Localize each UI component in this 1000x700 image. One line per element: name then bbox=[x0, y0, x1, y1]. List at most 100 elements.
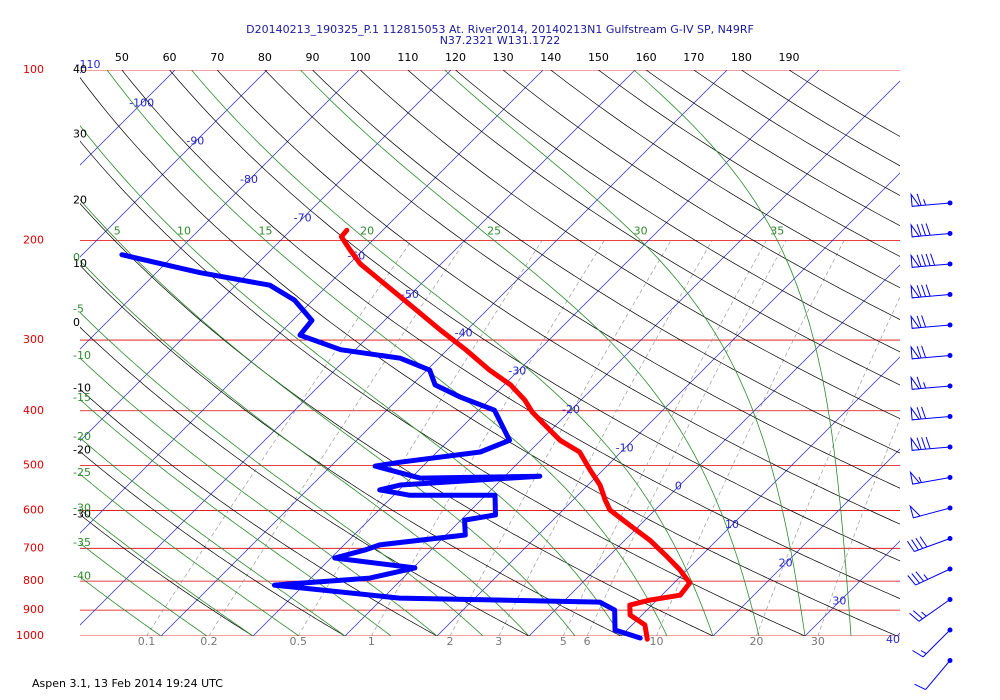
isotherm-label: 30 bbox=[832, 595, 846, 608]
moist-adiabat-label: 10 bbox=[177, 224, 191, 237]
dry-adiabat-label: 50 bbox=[115, 51, 129, 64]
dry-adiabat-label: 100 bbox=[350, 51, 371, 64]
isotherm bbox=[80, 70, 452, 442]
mixing-ratio-line bbox=[297, 240, 543, 636]
isotherm-label: -80 bbox=[240, 173, 258, 186]
grid bbox=[80, 70, 900, 636]
wind-pennant bbox=[910, 253, 921, 268]
dry-adiabat bbox=[169, 70, 900, 562]
mixing-ratio-label: 3 bbox=[495, 635, 502, 648]
isotherm bbox=[80, 70, 544, 534]
mixing-ratio-label: 1 bbox=[368, 635, 375, 648]
wind-barb bbox=[912, 629, 951, 658]
isotherm bbox=[80, 70, 268, 258]
dry-adiabat bbox=[80, 451, 346, 636]
wind-pennant bbox=[910, 223, 921, 238]
dry-adiabat-label: 40 bbox=[73, 63, 87, 76]
isotherm-label: -70 bbox=[294, 211, 312, 224]
moist-adiabat bbox=[80, 473, 300, 636]
isotherm bbox=[160, 70, 728, 636]
moist-adiabat bbox=[444, 70, 806, 636]
profile-line bbox=[119, 252, 643, 641]
dry-adiabat-label: 80 bbox=[258, 51, 272, 64]
moist-adiabat bbox=[106, 70, 668, 636]
mixing-ratio-label: 0.5 bbox=[289, 635, 307, 648]
wind-pennant bbox=[910, 314, 921, 329]
mixing-ratio-line bbox=[449, 240, 672, 636]
isotherm-label: 40 bbox=[886, 633, 900, 646]
moist-adiabat bbox=[80, 542, 208, 636]
mixing-ratio-line bbox=[146, 240, 412, 636]
wind-barb bbox=[912, 223, 951, 238]
dry-adiabat-label: 70 bbox=[210, 51, 224, 64]
wind-barb bbox=[912, 253, 951, 268]
dry-adiabat-label: -20 bbox=[73, 443, 91, 456]
isotherm-label: -10 bbox=[616, 441, 634, 454]
wind-pennant bbox=[910, 375, 921, 390]
isotherm-label: -40 bbox=[455, 326, 473, 339]
dry-adiabat-label: 90 bbox=[306, 51, 320, 64]
wind-pennant bbox=[910, 345, 921, 360]
moist-adiabat bbox=[80, 311, 484, 636]
mixing-ratio-label: 0.1 bbox=[138, 635, 156, 648]
moist-adiabat-label: 25 bbox=[487, 224, 501, 237]
dry-adiabat-label: 10 bbox=[73, 257, 87, 270]
isotherm-label: 10 bbox=[725, 518, 739, 531]
moist-adiabat-label: -20 bbox=[73, 430, 91, 443]
wind-pennant bbox=[910, 192, 921, 207]
pressure-label: 200 bbox=[23, 233, 44, 246]
moist-adiabat-label: 5 bbox=[114, 224, 121, 237]
isotherm bbox=[528, 264, 900, 636]
pressure-label: 600 bbox=[23, 503, 44, 516]
dry-adiabat-label: 190 bbox=[779, 51, 800, 64]
moist-adiabat bbox=[80, 125, 622, 636]
dry-adiabat-label: 120 bbox=[445, 51, 466, 64]
isotherm bbox=[80, 70, 360, 350]
isotherm-label: -50 bbox=[401, 288, 419, 301]
moist-adiabat-label: 35 bbox=[770, 224, 784, 237]
dry-adiabat bbox=[80, 77, 898, 636]
dry-adiabat bbox=[455, 70, 900, 353]
moist-adiabat bbox=[633, 70, 852, 636]
profiles bbox=[119, 227, 693, 642]
dry-adiabat bbox=[80, 264, 622, 636]
wind-barb bbox=[912, 436, 951, 451]
wind-barb bbox=[907, 568, 951, 586]
mixing-ratio-label: 6 bbox=[584, 635, 591, 648]
moist-adiabat-label: -30 bbox=[73, 501, 91, 514]
dry-adiabat-label: 20 bbox=[73, 193, 87, 206]
dry-adiabat-label: -30 bbox=[73, 507, 91, 520]
dry-adiabat bbox=[407, 70, 900, 386]
moist-adiabat bbox=[80, 576, 162, 636]
moist-adiabat-label: -35 bbox=[73, 536, 91, 549]
isotherm bbox=[436, 172, 900, 636]
moist-adiabat bbox=[80, 508, 254, 636]
dry-adiabat-label: 0 bbox=[73, 316, 80, 329]
dry-adiabat bbox=[80, 203, 714, 636]
dry-adiabat bbox=[80, 388, 438, 636]
moist-adiabat bbox=[80, 437, 346, 636]
wind-pennant bbox=[910, 284, 921, 299]
moist-adiabat-label: -15 bbox=[73, 391, 91, 404]
dry-adiabat bbox=[121, 70, 900, 599]
isotherm bbox=[712, 448, 900, 636]
wind-barbs bbox=[906, 192, 953, 691]
isotherm bbox=[252, 70, 820, 636]
dry-adiabat bbox=[216, 70, 900, 525]
pressure-label: 700 bbox=[23, 541, 44, 554]
pressure-label: 1000 bbox=[16, 629, 44, 642]
chart-title: D20140213_190325_P.1 112815053 At. River… bbox=[246, 23, 754, 36]
moist-adiabat-label: 30 bbox=[634, 224, 648, 237]
isotherm-label: 20 bbox=[779, 556, 793, 569]
mixing-ratio-label: 2 bbox=[447, 635, 454, 648]
moist-adiabat bbox=[191, 70, 714, 636]
dry-adiabat-label: 140 bbox=[540, 51, 561, 64]
pressure-label: 900 bbox=[23, 603, 44, 616]
isotherm-label: -100 bbox=[129, 96, 154, 109]
pressure-label: 500 bbox=[23, 459, 44, 472]
moist-adiabat-label: -40 bbox=[73, 569, 91, 582]
dry-adiabat bbox=[80, 140, 806, 636]
